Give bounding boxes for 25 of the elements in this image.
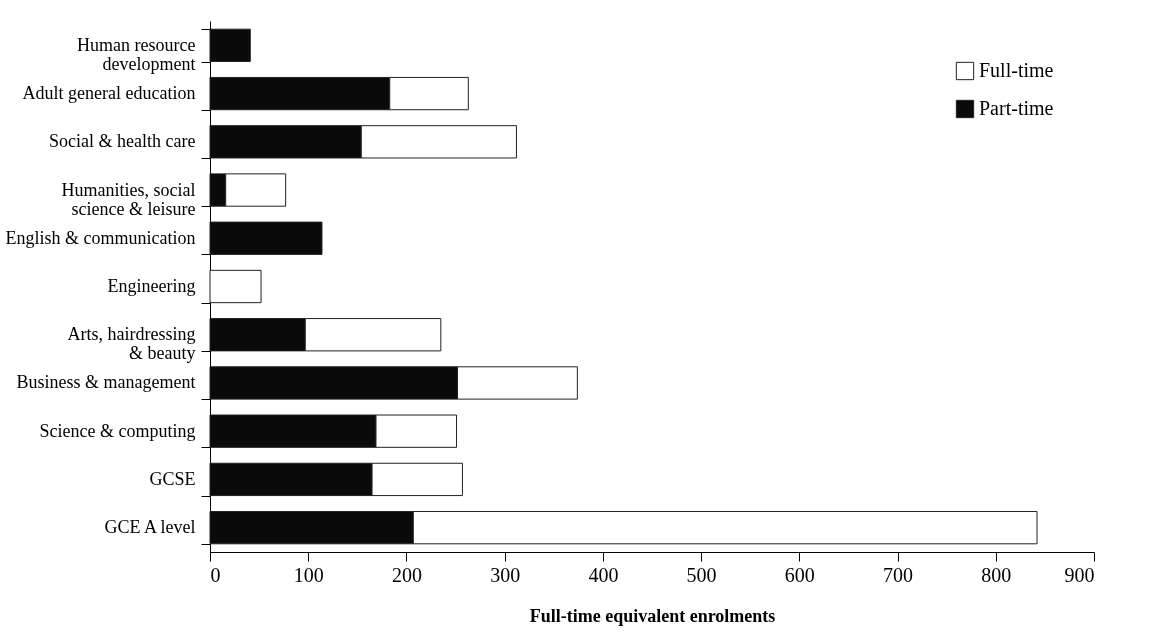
x-tick-label: 700 bbox=[883, 563, 914, 586]
x-tick-label: 900 bbox=[1064, 563, 1095, 586]
x-tick-label: 0 bbox=[210, 563, 221, 586]
bar bbox=[209, 269, 262, 304]
legend-label: Part-time bbox=[979, 97, 1054, 119]
x-axis-title: Full-time equivalent enrolments bbox=[529, 605, 776, 626]
x-tick-label: 800 bbox=[981, 563, 1012, 586]
y-tick-label: Arts, hairdressing & beauty bbox=[67, 324, 196, 364]
y-tick-label: Social & health care bbox=[49, 131, 196, 152]
x-tick-label: 100 bbox=[293, 563, 324, 586]
y-tick-label: Human resource development bbox=[77, 34, 196, 74]
y-tick-label: GCSE bbox=[149, 468, 196, 489]
y-tick-label: Engineering bbox=[107, 276, 196, 296]
y-tick-label: English & communication bbox=[5, 227, 196, 248]
y-tick-label: GCE A level bbox=[104, 517, 196, 538]
y-tick-label: Humanities, social science & leisure bbox=[61, 179, 196, 219]
x-tick-label: 600 bbox=[784, 563, 815, 586]
y-tick-label: Science & computing bbox=[39, 420, 196, 441]
y-tick-label: Business & management bbox=[16, 372, 196, 393]
legend-label: Full-time bbox=[979, 59, 1054, 81]
x-tick-label: 300 bbox=[490, 563, 521, 586]
y-tick-label: Adult general education bbox=[22, 83, 196, 104]
x-tick-label: 400 bbox=[588, 563, 619, 586]
x-tick-label: 200 bbox=[391, 563, 422, 586]
x-tick-label: 500 bbox=[686, 563, 717, 586]
